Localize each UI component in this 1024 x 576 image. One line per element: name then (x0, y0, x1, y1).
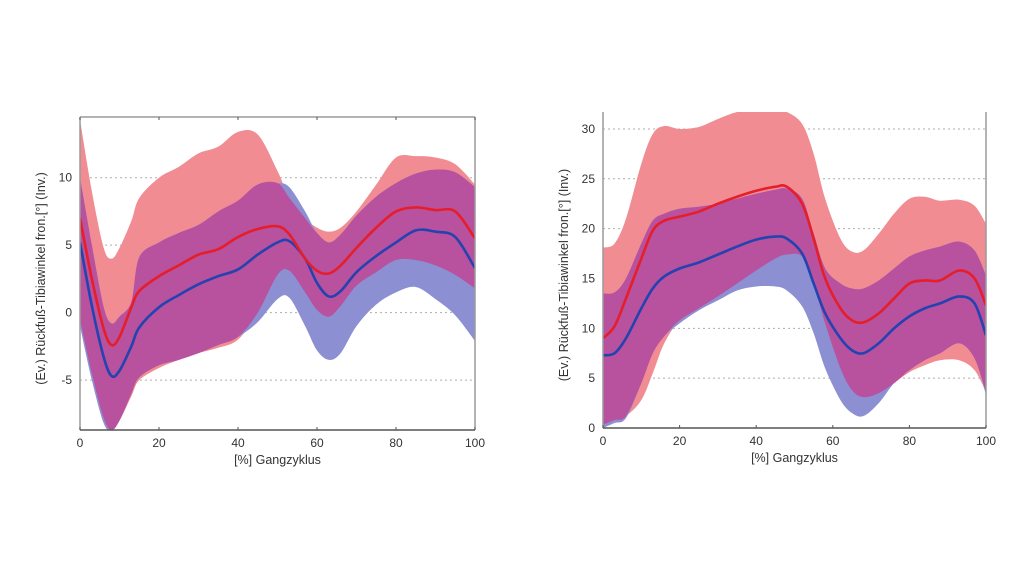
y-tick-label: 30 (582, 122, 596, 136)
chart-right: 0 20 40 60 80 100 0 5 10 15 20 25 30 [%] Gangzyklus (E… (557, 112, 996, 465)
y-axis-label: (Ev.) Rückfuß-Tibiawinkel fron.[°] (Inv.… (557, 169, 571, 381)
x-axis-label: [%] Gangzyklus (751, 451, 838, 465)
x-axis-label: [%] Gangzyklus (234, 453, 321, 467)
y-tick-label: 25 (582, 172, 596, 186)
overlap-band-area (80, 169, 475, 430)
x-tick-label: 80 (389, 436, 403, 450)
blue-mean-line (80, 228, 475, 379)
red-mean-line (603, 184, 986, 340)
x-tick-label: 80 (903, 434, 917, 448)
blue-mean-line (603, 235, 986, 357)
x-tick-label: 60 (826, 434, 840, 448)
red-mean-line (80, 206, 475, 347)
y-tick-label: 10 (59, 171, 73, 185)
y-tick-label: 0 (588, 421, 595, 435)
y-tick-label: 15 (582, 271, 596, 285)
y-axis-label: (Ev.) Rückfuß-Tibiawinkel fron.[°] (Inv.… (34, 172, 48, 384)
x-tick-label: 0 (77, 436, 84, 450)
x-tick-label: 40 (750, 434, 764, 448)
x-tick-label: 20 (673, 434, 687, 448)
x-tick-label: 60 (310, 436, 324, 450)
chart-left: 0 20 40 60 80 100 -5 0 5 10 [%] Gangzyklus (Ev.) Rü… (34, 116, 485, 467)
plot-area (80, 119, 475, 430)
x-tick-label: 100 (465, 436, 485, 450)
overlap-band-area (603, 188, 986, 426)
y-tick-label: 0 (65, 306, 72, 320)
x-tick-label: 40 (231, 436, 245, 450)
x-tick-label: 0 (600, 434, 607, 448)
y-tick-label: 10 (582, 321, 596, 335)
x-tick-label: 20 (152, 436, 166, 450)
y-tick-label: 20 (582, 222, 596, 236)
plot-area (603, 112, 986, 428)
x-tick-label: 100 (976, 434, 996, 448)
y-tick-label: 5 (588, 371, 595, 385)
y-tick-label: -5 (61, 373, 72, 387)
y-tick-label: 5 (65, 238, 72, 252)
